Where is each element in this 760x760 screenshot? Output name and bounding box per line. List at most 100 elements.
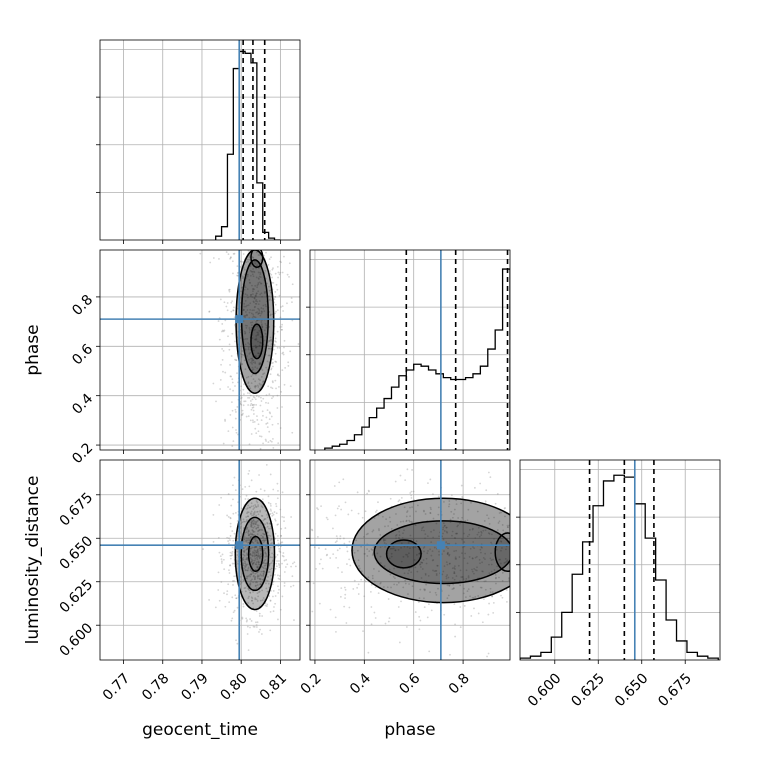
sample-point [488,563,490,566]
sample-point [371,574,374,577]
sample-point [379,581,382,584]
sample-point [242,553,245,556]
sample-point [517,579,519,581]
sample-point [258,309,261,312]
sample-point [244,400,247,403]
sample-point [447,594,450,597]
sample-point [275,505,278,508]
sample-point [468,528,471,531]
sample-point [478,558,481,561]
sample-point [235,597,238,600]
sample-point [247,530,250,533]
sample-point [530,529,532,531]
sample-point [466,535,469,538]
sample-point [218,504,221,506]
sample-point [456,525,459,528]
sample-point [257,561,260,564]
sample-point [283,383,286,386]
sample-point [278,588,280,591]
sample-point [249,536,252,538]
sample-point [259,547,262,550]
sample-point [427,482,429,485]
sample-point [560,548,562,550]
sample-point [228,348,231,351]
sample-point [257,352,259,355]
sample-point [356,586,359,589]
sample-point [242,538,245,541]
sample-point [540,584,542,586]
sample-point [454,556,457,559]
sample-point [540,532,542,534]
sample-point [268,430,271,433]
sample-point [280,261,282,264]
sample-point [535,585,537,587]
sample-point [501,547,503,549]
sample-point [270,273,273,276]
sample-point [269,504,272,507]
sample-point [270,567,273,570]
sample-point [446,584,449,587]
sample-point [472,541,475,543]
sample-point [255,500,258,503]
sample-point [452,516,454,519]
sample-point [423,597,425,600]
sample-point [247,602,249,604]
sample-point [261,383,264,386]
sample-point [241,363,243,366]
sample-point [301,505,303,507]
sample-point [235,411,237,413]
x-tick-label: 0.675 [655,670,695,710]
sample-point [228,572,231,574]
sample-point [245,326,248,329]
y-tick-label: 0.650 [57,533,97,573]
sample-point [555,460,557,462]
sample-point [545,502,547,504]
sample-point [251,529,254,532]
sample-point [348,558,351,561]
sample-point [405,515,408,518]
sample-point [268,245,270,247]
sample-point [259,528,261,531]
sample-point [241,488,244,491]
sample-point [533,560,535,562]
sample-point [244,332,247,334]
sample-point [267,571,270,573]
sample-point [262,561,265,564]
sample-point [254,557,257,560]
sample-point [256,264,258,267]
sample-point [257,290,260,293]
sample-point [261,515,264,517]
sample-point [534,559,536,561]
sample-point [253,549,256,552]
sample-point [229,517,232,520]
sample-point [423,510,425,513]
sample-point [432,569,434,572]
sample-point [266,426,269,429]
sample-point [248,281,251,284]
sample-point [276,535,279,537]
sample-point [564,533,566,535]
sample-point [448,542,451,545]
sample-point [488,523,491,525]
sample-point [259,578,262,581]
sample-point [242,309,245,312]
sample-point [637,579,639,581]
sample-point [262,536,265,539]
sample-point [264,523,266,526]
sample-point [259,553,262,556]
sample-point [432,559,435,561]
sample-point [289,350,292,353]
sample-point [249,583,251,586]
sample-point [243,247,245,249]
sample-point [270,440,273,443]
sample-point [212,257,215,259]
sample-point [250,312,253,315]
sample-point [253,385,256,388]
sample-point [450,510,453,513]
sample-point [252,508,255,511]
sample-point [358,567,361,570]
sample-point [409,534,412,537]
sample-point [254,328,256,331]
sample-point [248,595,250,598]
sample-point [227,335,229,338]
